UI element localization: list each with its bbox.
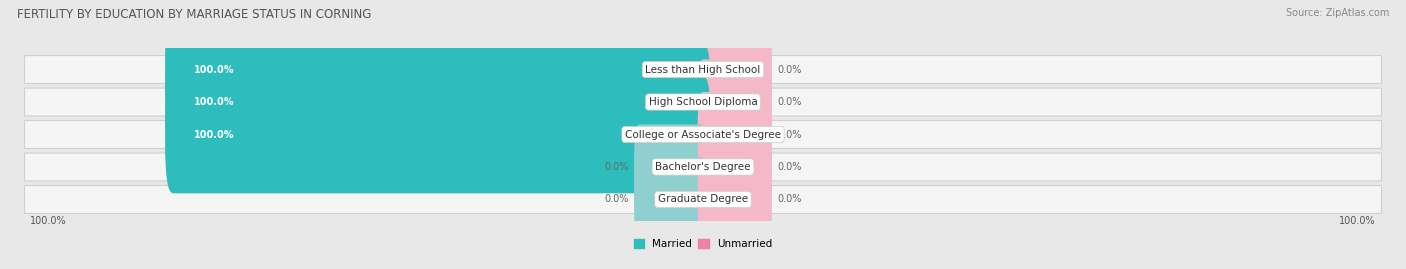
Text: 0.0%: 0.0%	[778, 162, 801, 172]
Text: 0.0%: 0.0%	[778, 129, 801, 140]
FancyBboxPatch shape	[24, 153, 1382, 181]
FancyBboxPatch shape	[165, 43, 711, 161]
Text: 100.0%: 100.0%	[1340, 216, 1376, 226]
FancyBboxPatch shape	[165, 76, 711, 193]
Text: 0.0%: 0.0%	[778, 194, 801, 204]
FancyBboxPatch shape	[165, 11, 711, 128]
Text: Graduate Degree: Graduate Degree	[658, 194, 748, 204]
FancyBboxPatch shape	[697, 125, 772, 210]
FancyBboxPatch shape	[697, 157, 772, 242]
Text: Source: ZipAtlas.com: Source: ZipAtlas.com	[1285, 8, 1389, 18]
Text: High School Diploma: High School Diploma	[648, 97, 758, 107]
FancyBboxPatch shape	[24, 88, 1382, 116]
FancyBboxPatch shape	[24, 56, 1382, 83]
FancyBboxPatch shape	[634, 125, 709, 210]
Text: Bachelor's Degree: Bachelor's Degree	[655, 162, 751, 172]
FancyBboxPatch shape	[697, 92, 772, 177]
Text: FERTILITY BY EDUCATION BY MARRIAGE STATUS IN CORNING: FERTILITY BY EDUCATION BY MARRIAGE STATU…	[17, 8, 371, 21]
FancyBboxPatch shape	[24, 121, 1382, 148]
Text: 0.0%: 0.0%	[605, 194, 628, 204]
Text: College or Associate's Degree: College or Associate's Degree	[626, 129, 780, 140]
FancyBboxPatch shape	[697, 59, 772, 144]
Text: 100.0%: 100.0%	[194, 65, 235, 75]
Text: 0.0%: 0.0%	[605, 162, 628, 172]
Text: 100.0%: 100.0%	[30, 216, 66, 226]
FancyBboxPatch shape	[697, 27, 772, 112]
Text: 100.0%: 100.0%	[194, 97, 235, 107]
Text: 100.0%: 100.0%	[194, 129, 235, 140]
Text: 0.0%: 0.0%	[778, 97, 801, 107]
Text: 0.0%: 0.0%	[778, 65, 801, 75]
FancyBboxPatch shape	[24, 186, 1382, 213]
Legend: Married, Unmarried: Married, Unmarried	[630, 235, 776, 253]
Text: Less than High School: Less than High School	[645, 65, 761, 75]
FancyBboxPatch shape	[634, 157, 709, 242]
